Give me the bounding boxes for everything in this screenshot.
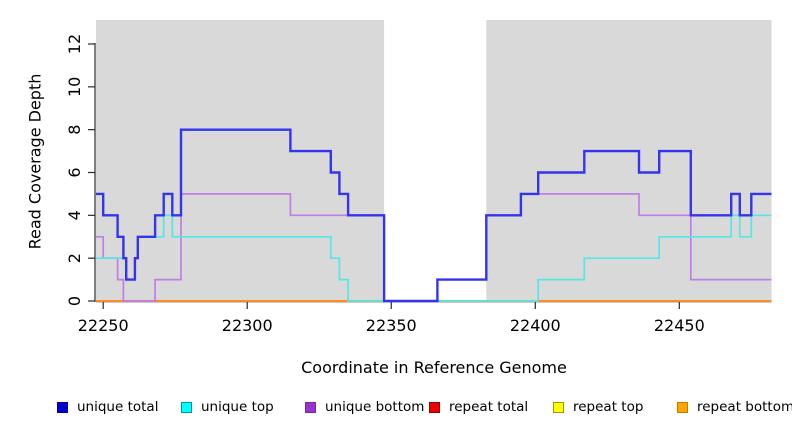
x-tick-label-22400: 22400 xyxy=(510,316,561,335)
y-tick-label-8: 8 xyxy=(65,125,84,135)
y-tick-label-12: 12 xyxy=(65,34,84,54)
y-tick-label-0: 0 xyxy=(65,296,84,306)
plot-background-layer xyxy=(96,20,772,301)
x-axis-title: Coordinate in Reference Genome xyxy=(301,358,567,377)
axes-layer: 0 2 4 6 8 10 12 22250 22300 22350 22400 22450 xyxy=(65,34,772,335)
y-tick-label-10: 10 xyxy=(65,77,84,97)
y-tick-label-4: 4 xyxy=(65,210,84,220)
x-tick-label-22450: 22450 xyxy=(654,316,705,335)
x-tick-label-22350: 22350 xyxy=(366,316,417,335)
x-tick-label-22250: 22250 xyxy=(78,316,129,335)
series-line-unique-bottom xyxy=(96,193,772,302)
series-line-unique-total xyxy=(96,128,772,303)
x-tick-label-22300: 22300 xyxy=(222,316,273,335)
coverage-gap-band xyxy=(384,20,487,301)
series-lines-layer xyxy=(96,128,772,303)
y-tick-label-6: 6 xyxy=(65,167,84,177)
y-tick-label-2: 2 xyxy=(65,253,84,263)
y-axis-title: Read Coverage Depth xyxy=(25,73,45,250)
